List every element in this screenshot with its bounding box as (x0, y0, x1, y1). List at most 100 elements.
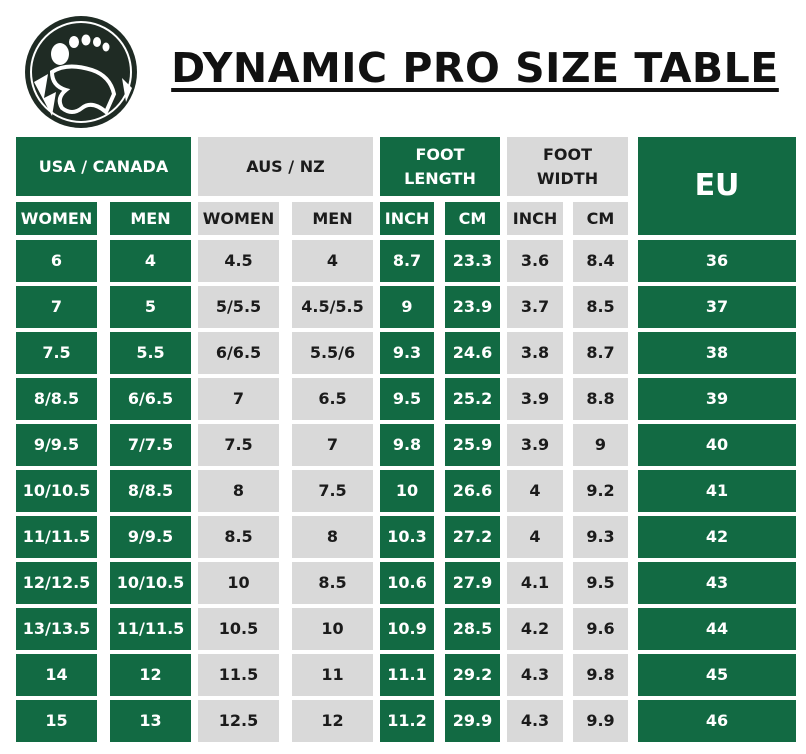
table-cell: 4.5/5.5 (292, 286, 373, 328)
table-cell: 11 (292, 654, 373, 696)
table-cell: 29.2 (445, 654, 500, 696)
table-cell: 10.3 (380, 516, 434, 558)
table-cell: 26.6 (445, 470, 500, 512)
table-cell: 25.9 (445, 424, 500, 466)
table-cell: 8/8.5 (110, 470, 191, 512)
table-cell: 11.5 (198, 654, 279, 696)
table-cell: 44 (638, 608, 796, 650)
table-cell: 9.5 (573, 562, 628, 604)
table-cell: 9.9 (573, 700, 628, 742)
table-cell: 12.5 (198, 700, 279, 742)
table-cell: 3.7 (507, 286, 563, 328)
table-cell: 10 (198, 562, 279, 604)
table-cell: 8/8.5 (16, 378, 97, 420)
table-cell: 43 (638, 562, 796, 604)
table-cell: 9.3 (573, 516, 628, 558)
table-cell: 6 (16, 240, 97, 282)
table-cell: 11/11.5 (16, 516, 97, 558)
table-cell: 27.2 (445, 516, 500, 558)
table-cell: 4.5 (198, 240, 279, 282)
table-cell: 5.5/6 (292, 332, 373, 374)
table-cell: 4 (507, 516, 563, 558)
table-cell: 9.8 (380, 424, 434, 466)
column-header: CM (573, 202, 628, 235)
column-header: CM (445, 202, 500, 235)
table-cell: 9 (380, 286, 434, 328)
column-header: INCH (507, 202, 563, 235)
table-cell: 8 (198, 470, 279, 512)
column-header: WOMEN (16, 202, 97, 235)
table-cell: 4 (292, 240, 373, 282)
table-cell: 7/7.5 (110, 424, 191, 466)
table-cell: 38 (638, 332, 796, 374)
group-header: FOOT WIDTH (507, 137, 628, 196)
column-header: WOMEN (198, 202, 279, 235)
table-cell: 10.6 (380, 562, 434, 604)
table-cell: 28.5 (445, 608, 500, 650)
table-cell: 13 (110, 700, 191, 742)
table-cell: 10 (292, 608, 373, 650)
table-cell: 25.2 (445, 378, 500, 420)
table-cell: 8.5 (573, 286, 628, 328)
group-header: USA / CANADA (16, 137, 191, 196)
table-cell: 7 (198, 378, 279, 420)
table-cell: 4.3 (507, 654, 563, 696)
column-header: INCH (380, 202, 434, 235)
table-cell: 10.9 (380, 608, 434, 650)
table-cell: 9.8 (573, 654, 628, 696)
table-cell: 9/9.5 (16, 424, 97, 466)
table-cell: 7.5 (198, 424, 279, 466)
table-cell: 14 (16, 654, 97, 696)
table-cell: 11/11.5 (110, 608, 191, 650)
table-cell: 9.3 (380, 332, 434, 374)
column-header: MEN (292, 202, 373, 235)
table-cell: 39 (638, 378, 796, 420)
table-cell: 9.6 (573, 608, 628, 650)
table-cell: 8 (292, 516, 373, 558)
table-cell: 6/6.5 (110, 378, 191, 420)
table-cell: 3.8 (507, 332, 563, 374)
table-cell: 8.7 (573, 332, 628, 374)
table-cell: 8.5 (198, 516, 279, 558)
table-cell: 7 (16, 286, 97, 328)
table-cell: 10/10.5 (16, 470, 97, 512)
table-cell: 41 (638, 470, 796, 512)
table-cell: 13/13.5 (16, 608, 97, 650)
table-cell: 8.8 (573, 378, 628, 420)
table-cell: 8.4 (573, 240, 628, 282)
table-cell: 5/5.5 (198, 286, 279, 328)
table-cell: 9/9.5 (110, 516, 191, 558)
table-cell: 3.6 (507, 240, 563, 282)
table-cell: 8.5 (292, 562, 373, 604)
table-cell: 7 (292, 424, 373, 466)
table-cell: 11.2 (380, 700, 434, 742)
table-cell: 8.7 (380, 240, 434, 282)
table-cell: 6/6.5 (198, 332, 279, 374)
table-cell: 9.5 (380, 378, 434, 420)
table-cell: 37 (638, 286, 796, 328)
table-cell: 45 (638, 654, 796, 696)
table-cell: 11.1 (380, 654, 434, 696)
title: DYNAMIC PRO SIZE TABLE (171, 44, 779, 92)
table-cell: 12 (292, 700, 373, 742)
table-cell: 15 (16, 700, 97, 742)
table-cell: 27.9 (445, 562, 500, 604)
table-cell: 23.3 (445, 240, 500, 282)
table-cell: 36 (638, 240, 796, 282)
table-cell: 10 (380, 470, 434, 512)
table-cell: 40 (638, 424, 796, 466)
table-cell: 23.9 (445, 286, 500, 328)
table-cell: 6.5 (292, 378, 373, 420)
group-header: AUS / NZ (198, 137, 373, 196)
table-cell: 5.5 (110, 332, 191, 374)
table-cell: 24.6 (445, 332, 500, 374)
table-cell: 12 (110, 654, 191, 696)
table-cell: 4 (110, 240, 191, 282)
table-cell: 10.5 (198, 608, 279, 650)
table-cell: 4.3 (507, 700, 563, 742)
table-cell: 4.2 (507, 608, 563, 650)
table-cell: 5 (110, 286, 191, 328)
table-cell: 10/10.5 (110, 562, 191, 604)
table-cell: 29.9 (445, 700, 500, 742)
